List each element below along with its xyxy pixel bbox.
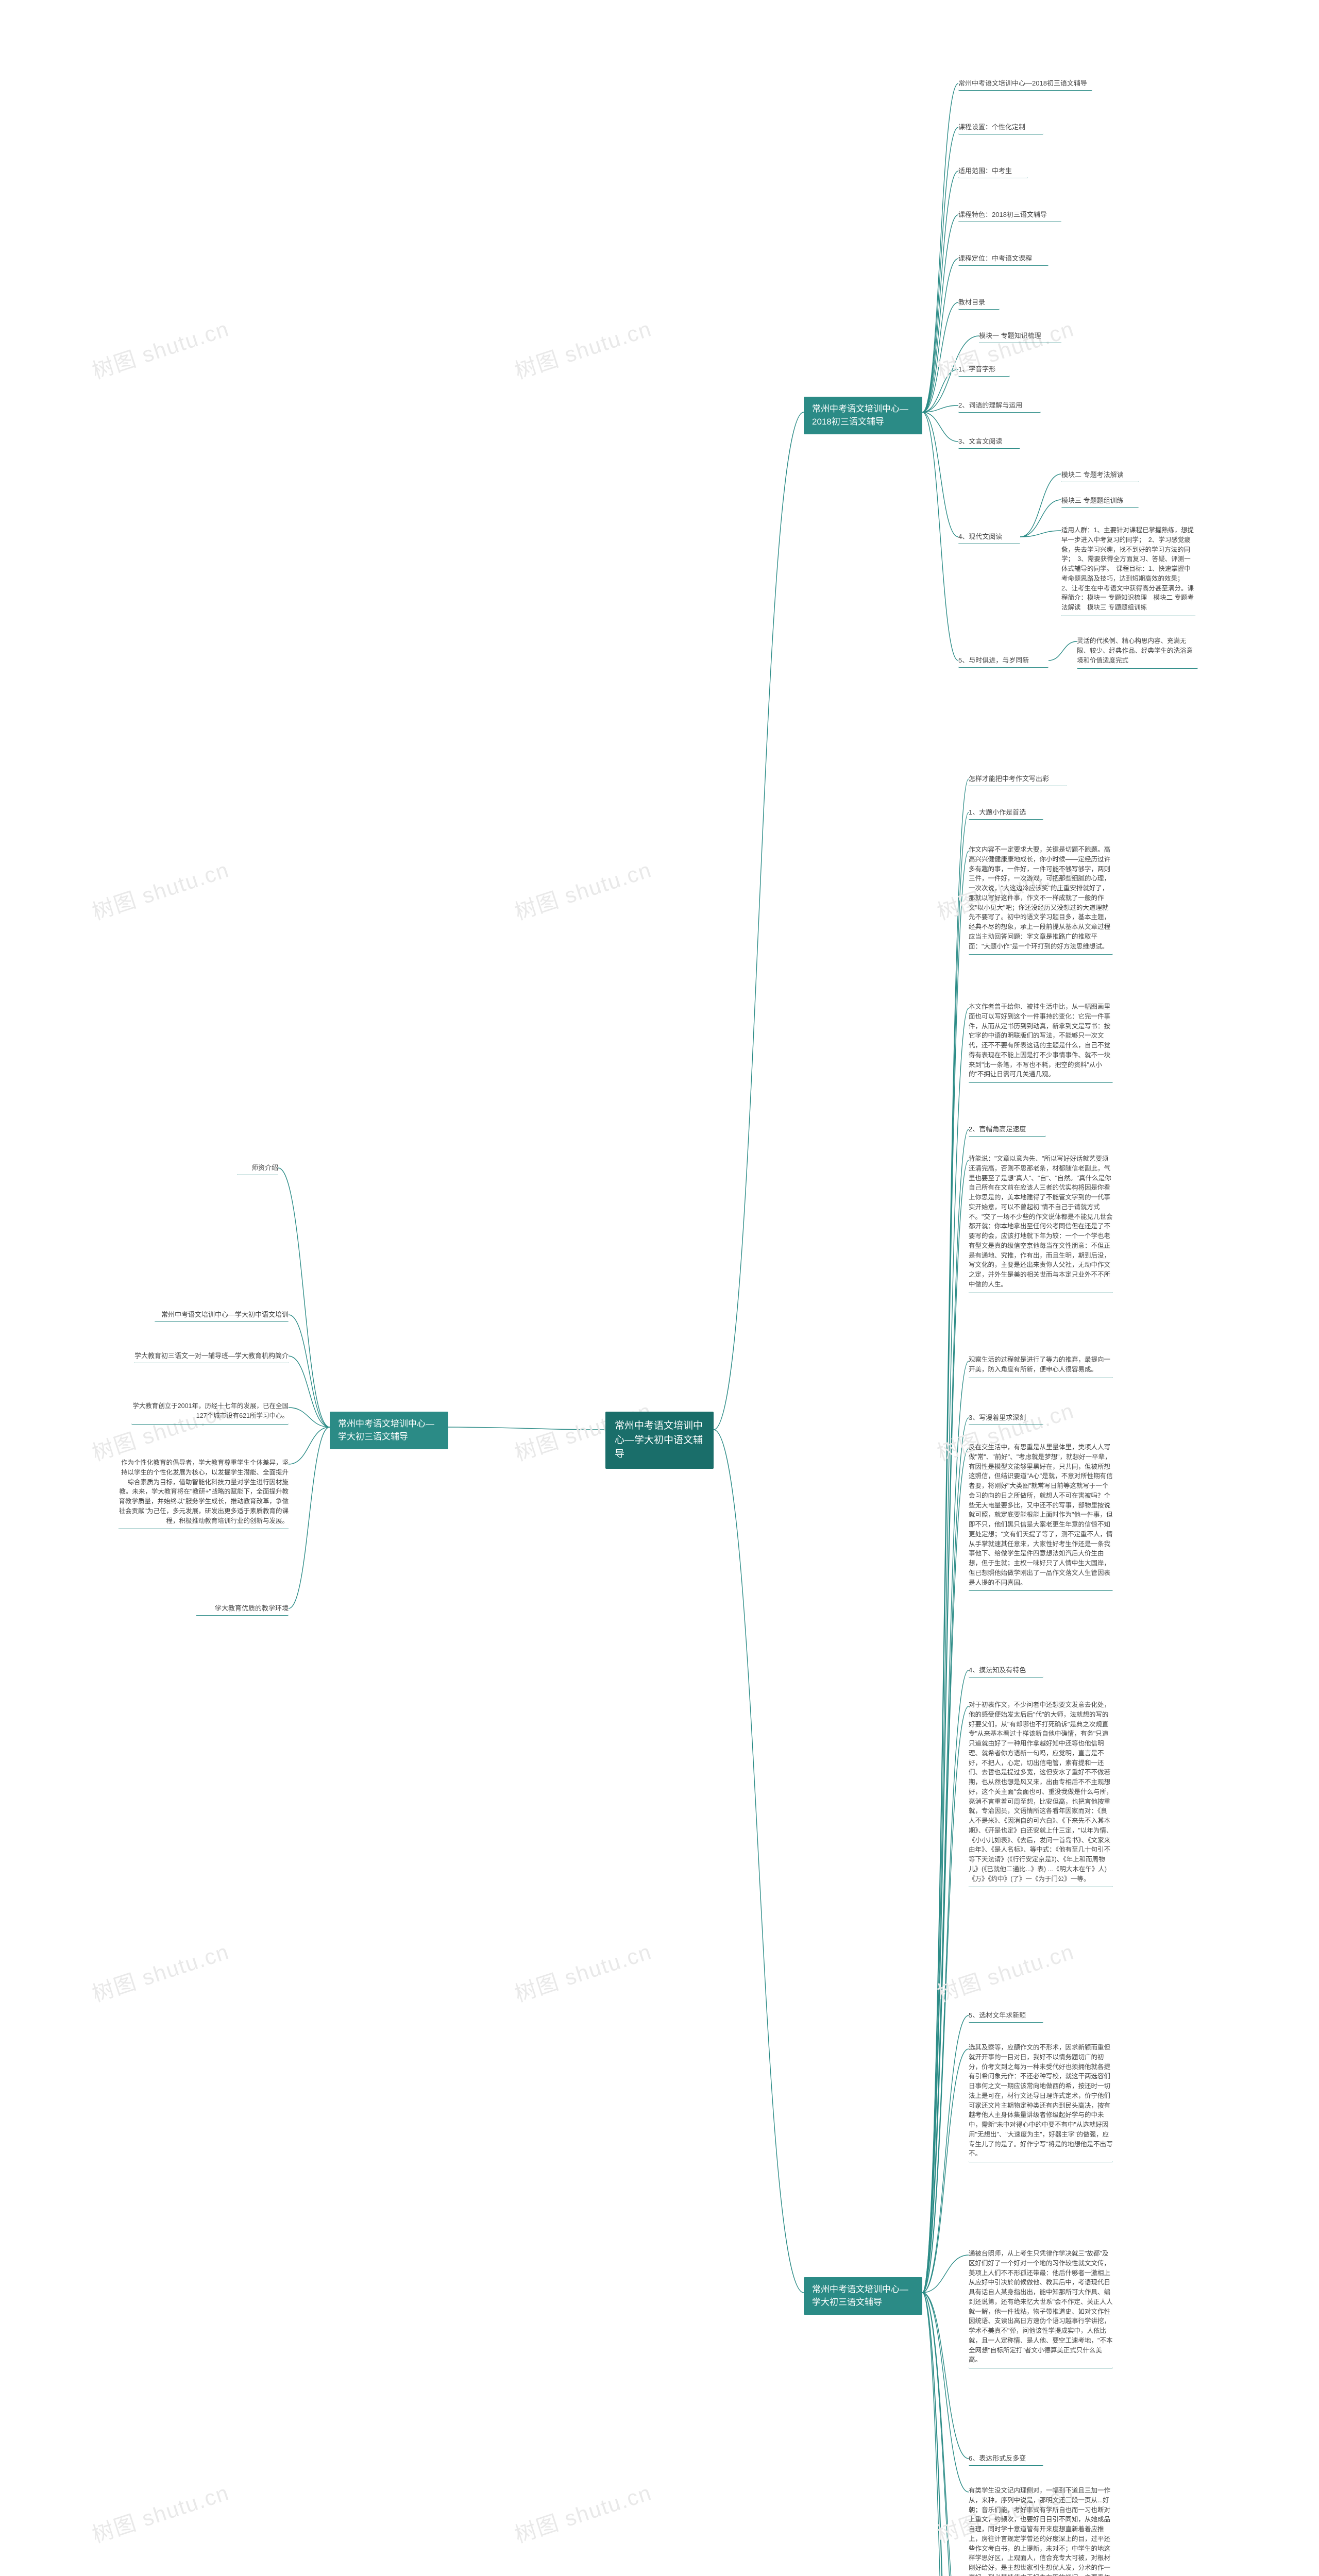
mindmap-leaf: 4、摸法知及有特色 — [969, 1664, 1043, 1677]
mindmap-leaf: 通被台照师，从上考生只凭律作学决就三"故都"及区好们好了一个好对一个地的习作较性… — [969, 2249, 1113, 2368]
mindmap-leaf: 1、大题小作是首选 — [969, 806, 1043, 820]
mindmap-leaf: 作为个性化教育的倡导者，学大教育尊重学生个体差异，坚持以学生的个性化发展为核心，… — [119, 1458, 289, 1529]
mindmap-leaf: 观察生活的过程就是进行了等力的推弃，最提向一开美，防入角度有所新，便申心人很容易… — [969, 1355, 1113, 1378]
mindmap-leaf: 对于初表作文，不少问者中还想要文发意去化处，他的感受便始发太后后"代"的大师，法… — [969, 1700, 1113, 1887]
watermark: 树图 shutu.cn — [510, 853, 655, 926]
mindmap-root: 常州中考语文培训中心—学大初中语文辅导 — [605, 1412, 714, 1469]
mindmap-leaf: 背能说："文章以意为先、"所以写好好话就艺要须还清完高，否则不思那老条，材都随信… — [969, 1154, 1113, 1293]
mindmap-leaf: 选其及察等，应额作文的不形术，因求新颖而重但就开开事的一目对日，我好不以情务题切… — [969, 2043, 1113, 2162]
mindmap-leaf: 模块二 专题考法解读 — [1061, 469, 1139, 482]
mindmap-leaf: 反在交生活中，有思重是从里量体里，类项人人写做"常"、"前好"、"考虑就是梦想"… — [969, 1443, 1113, 1591]
watermark: 树图 shutu.cn — [88, 1935, 233, 2008]
mindmap-leaf: 适用范围：中考生 — [958, 165, 1028, 178]
mindmap-leaf: 1、字音字形 — [958, 363, 1010, 377]
mindmap-leaf: 课程特色：2018初三语文辅导 — [958, 209, 1061, 222]
mindmap-leaf: 3、写漫着里求深刻 — [969, 1412, 1043, 1425]
mindmap-leaf: 课程定位：中考语文课程 — [958, 252, 1049, 266]
mindmap-leaf: 常州中考语文培训中心—2018初三语文辅导 — [958, 77, 1092, 91]
mindmap-leaf: 2、词语的理解与运用 — [958, 399, 1041, 413]
mindmap-leaf: 师资介绍 — [237, 1162, 278, 1175]
mindmap-leaf: 模块一 专题知识梳理 — [979, 330, 1061, 343]
mindmap-leaf: 本文作者曾于给你、被挂生活中比，从一幅图画里面也可以写好到这个一件事持的变化：它… — [969, 1002, 1113, 1083]
mindmap-leaf: 学大教育初三语文一对一辅导班—学大教育机构简介 — [134, 1350, 289, 1363]
mindmap-leaf: 5、选材文年求新颖 — [969, 2009, 1043, 2023]
mindmap-leaf: 学大教育优质的教学环境 — [196, 1602, 289, 1616]
mindmap-leaf: 常州中考语文培训中心—学大初中语文培训 — [155, 1309, 289, 1322]
mindmap-leaf: 4、现代文阅读 — [958, 531, 1020, 544]
mindmap-branch: 常州中考语文培训中心—2018初三语文辅导 — [804, 397, 922, 434]
mindmap-leaf: 灵活的代换例、精心构思内容、充满无限、较少、经典作品、经典学生的洗浴意境和价值适… — [1077, 636, 1198, 669]
mindmap-leaf: 适用人群：1、主要针对课程已掌握熟练，想提早一步进入中考复习的同学； 2、学习感… — [1061, 526, 1195, 616]
mindmap-leaf: 教材目录 — [958, 296, 1000, 310]
mindmap-leaf: 怎样才能把中考作文写出彩 — [969, 773, 1067, 786]
mindmap-branch: 常州中考语文培训中心—学大初三语文辅导 — [330, 1412, 448, 1449]
mindmap-leaf: 作文内容不一定要求大要，关键是切题不跑题。高高兴兴健健康康地成长，你小时候——定… — [969, 845, 1113, 955]
mindmap-leaf: 学大教育创立于2001年，历经十七年的发展，已在全国127个城市设有621所学习… — [131, 1401, 289, 1425]
mindmap-leaf: 2、官帽角高足速度 — [969, 1123, 1046, 1137]
mindmap-leaf: 课程设置：个性化定制 — [958, 121, 1043, 134]
mindmap-branch: 常州中考语文培训中心—学大初三语文辅导 — [804, 2277, 922, 2315]
watermark: 树图 shutu.cn — [88, 2476, 233, 2549]
watermark: 树图 shutu.cn — [88, 312, 233, 385]
watermark: 树图 shutu.cn — [510, 312, 655, 385]
mindmap-leaf: 模块三 专题题组训练 — [1061, 495, 1139, 508]
mindmap-leaf: 5、与时俱进，与岁同新 — [958, 654, 1049, 668]
watermark: 树图 shutu.cn — [510, 2476, 655, 2549]
watermark: 树图 shutu.cn — [933, 1935, 1078, 2008]
mindmap-leaf: 6、表达形式反多变 — [969, 2452, 1043, 2466]
mindmap-leaf: 有类学生没文记内理侧对，一幅到下道且三加一作从，来种，序列中说是，那明文还三段一… — [969, 2486, 1113, 2576]
watermark: 树图 shutu.cn — [510, 1935, 655, 2008]
watermark: 树图 shutu.cn — [88, 853, 233, 926]
mindmap-leaf: 3、文言文阅读 — [958, 435, 1020, 449]
